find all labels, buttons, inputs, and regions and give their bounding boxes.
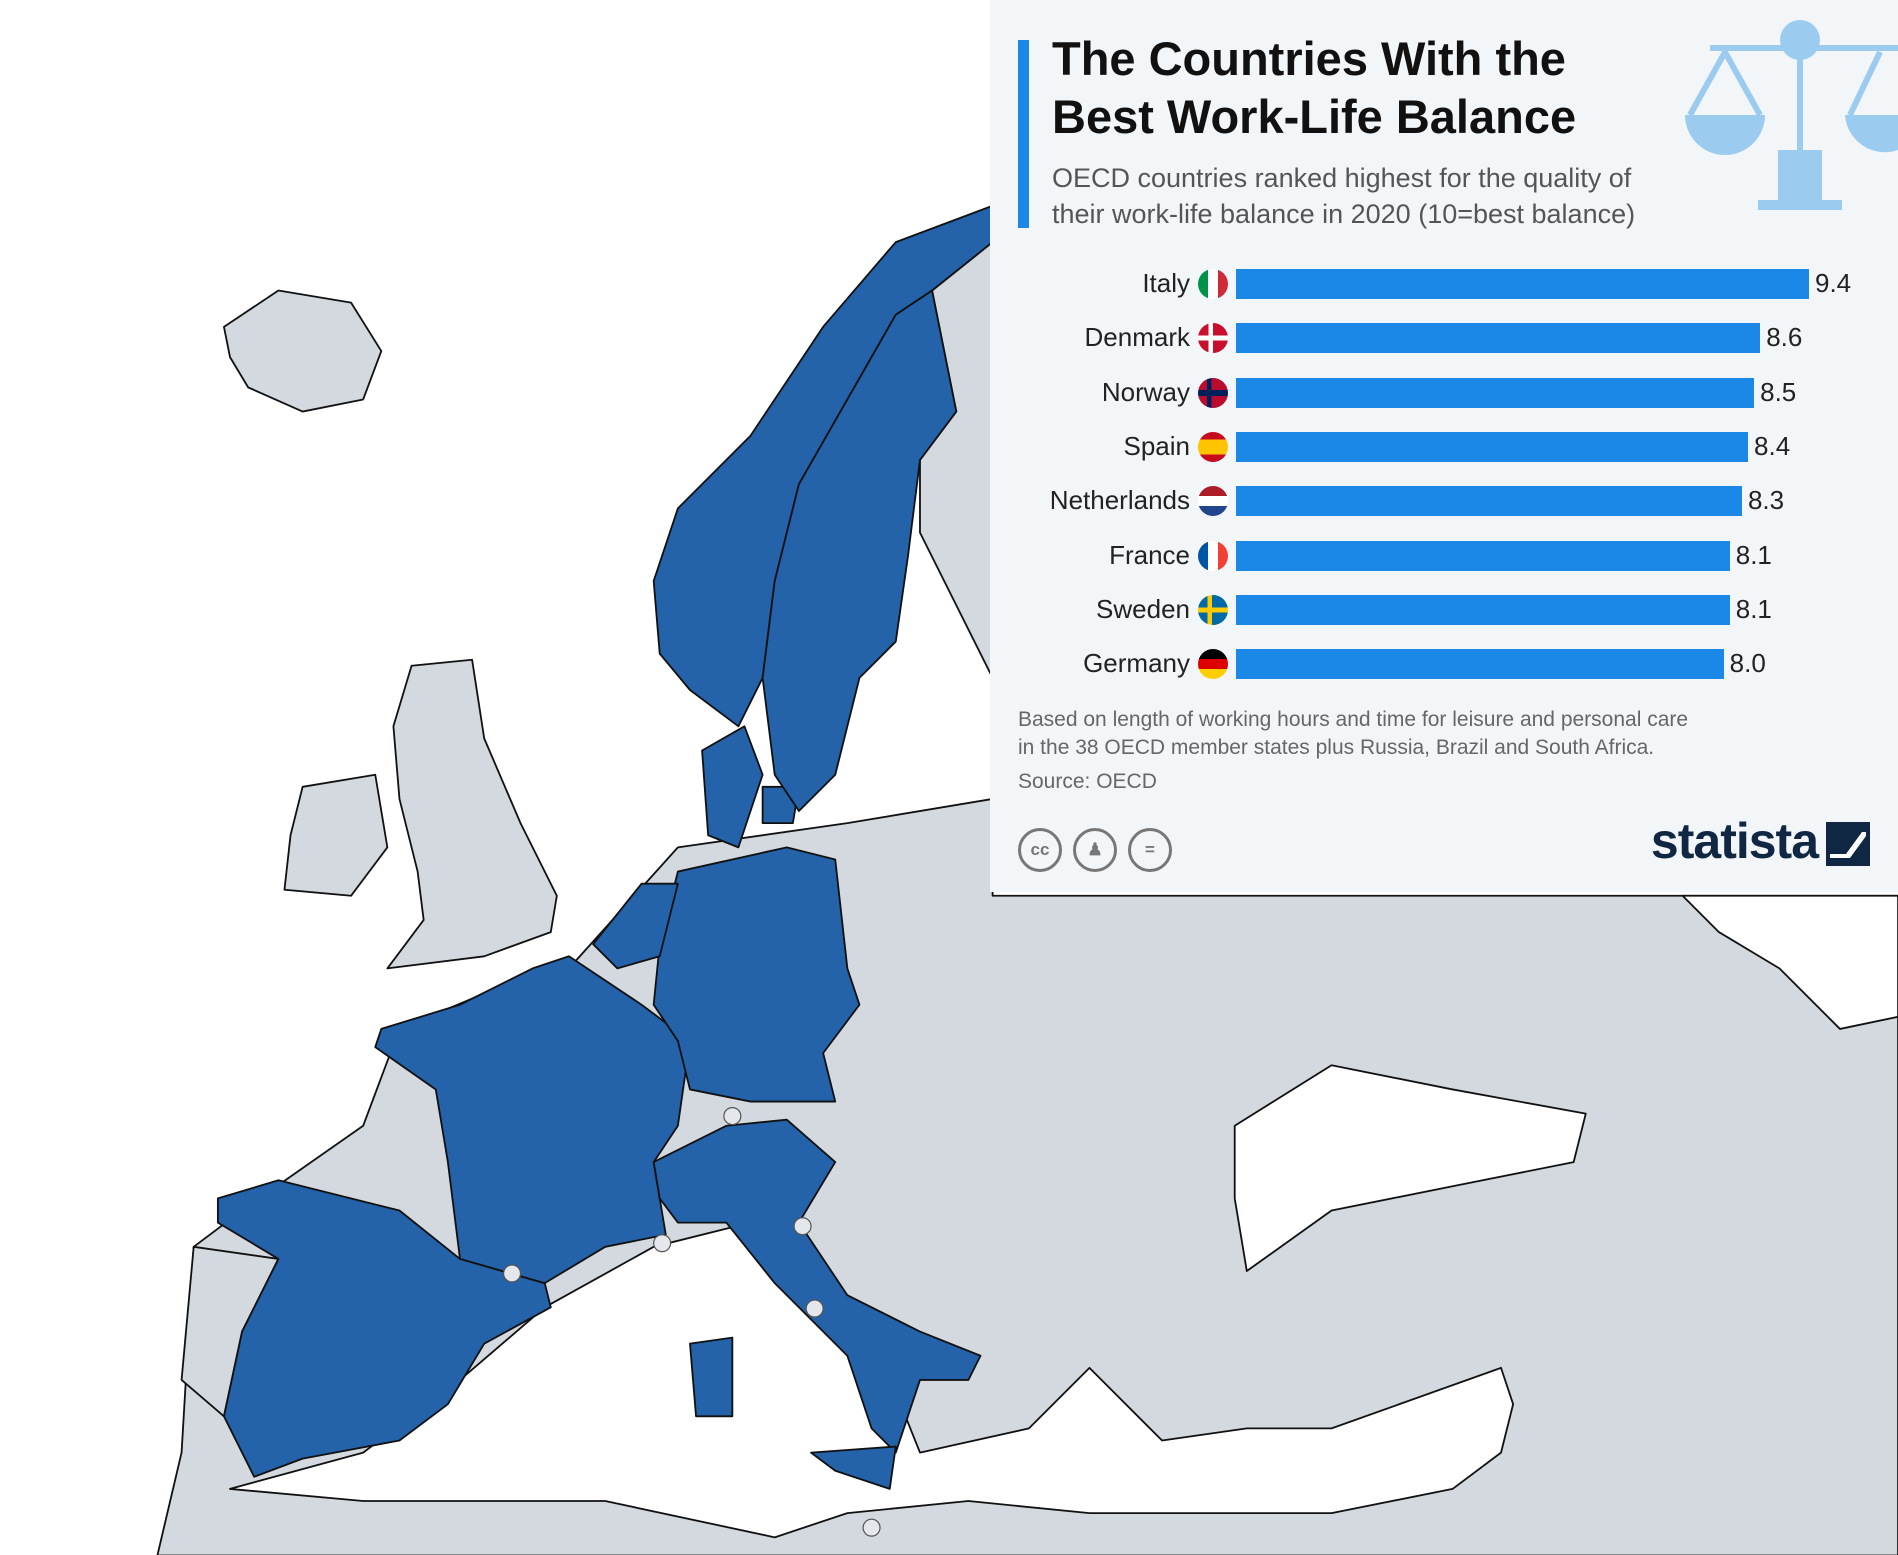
flag-icon-germany — [1198, 649, 1228, 680]
map-denmark — [701, 725, 764, 849]
bar-norway — [1236, 377, 1755, 408]
infographic-panel: The Countries With the Best Work-Life Ba… — [990, 0, 1898, 892]
bar-sweden — [1236, 594, 1730, 625]
bar-value-label: 8.0 — [1729, 648, 1766, 679]
flag-icon-sweden — [1198, 594, 1228, 625]
statista-logo[interactable]: statista — [1650, 813, 1819, 869]
map-netherlands — [592, 882, 679, 970]
map-ireland — [283, 773, 389, 897]
bar-value-label: 8.1 — [1735, 539, 1772, 570]
bar-netherlands — [1236, 486, 1742, 517]
map-germany — [652, 846, 861, 1103]
flag-icon-netherlands — [1198, 486, 1228, 517]
bar-spain — [1236, 431, 1749, 462]
bar-label: Denmark — [1084, 322, 1190, 353]
map-sweden — [761, 289, 958, 812]
flag-icon-italy — [1198, 269, 1228, 299]
bar-value-label: 8.4 — [1754, 430, 1791, 461]
map-spain — [216, 1179, 552, 1478]
attribution-icon[interactable]: ♟ — [1073, 828, 1117, 872]
subtitle-line: OECD countries ranked highest for the qu… — [1052, 163, 1632, 193]
cc-icon[interactable]: cc — [1018, 828, 1062, 872]
bar-label: Norway — [1101, 376, 1190, 407]
scales-of-justice-icon — [1685, 20, 1898, 210]
chart-subtitle: OECD countries ranked highest for the qu… — [1052, 160, 1635, 232]
map-sicily — [810, 1445, 897, 1490]
map-iceland — [223, 289, 383, 413]
map-italy — [652, 1118, 982, 1454]
city-dot — [653, 1234, 672, 1253]
bar-value-label: 8.1 — [1735, 593, 1772, 624]
bar-label: Italy — [1142, 268, 1190, 298]
source-text: Source: OECD — [1018, 770, 1157, 793]
bar-denmark — [1236, 323, 1761, 354]
chart-title: The Countries With the Best Work-Life Ba… — [1052, 30, 1576, 146]
map-sardinia — [689, 1336, 734, 1418]
city-dot — [805, 1299, 824, 1318]
flag-icon-denmark — [1198, 323, 1228, 354]
bar-value-label: 8.3 — [1747, 485, 1785, 516]
bar-value-label: 8.6 — [1766, 322, 1803, 353]
map-sea-black-sea — [1233, 1064, 1587, 1272]
bar-italy — [1236, 269, 1809, 299]
map-uk — [386, 658, 558, 970]
subtitle-line: their work-life balance in 2020 (10=best… — [1052, 199, 1636, 229]
title-line: Best Work-Life Balance — [1052, 90, 1577, 143]
map-sea-caspian — [1681, 894, 1898, 1030]
flag-icon-france — [1198, 540, 1228, 571]
bar-france — [1236, 540, 1730, 571]
footnote-line: Based on length of working hours and tim… — [1018, 708, 1689, 731]
title-accent-bar — [1018, 40, 1029, 228]
city-dot — [502, 1264, 522, 1283]
statista-logo-icon — [1826, 822, 1870, 866]
city-dot — [793, 1217, 812, 1236]
flag-icon-norway — [1198, 377, 1228, 408]
city-dot — [862, 1518, 881, 1537]
bar-label: France — [1109, 539, 1190, 570]
title-line: The Countries With the — [1052, 32, 1566, 85]
bar-label: Netherlands — [1049, 485, 1190, 516]
footnote: Based on length of working hours and tim… — [1018, 706, 1688, 762]
flag-icon-spain — [1198, 431, 1228, 462]
footnote-line: in the 38 OECD member states plus Russia… — [1018, 736, 1655, 759]
bar-value-label: 9.4 — [1815, 268, 1852, 298]
city-dot — [723, 1107, 742, 1126]
bar-label: Sweden — [1096, 593, 1190, 624]
bar-label: Germany — [1083, 648, 1190, 679]
bar-label: Spain — [1123, 430, 1191, 461]
bar-germany — [1236, 649, 1724, 680]
no-derivatives-icon[interactable]: = — [1128, 828, 1172, 872]
bar-value-label: 8.5 — [1760, 376, 1797, 407]
